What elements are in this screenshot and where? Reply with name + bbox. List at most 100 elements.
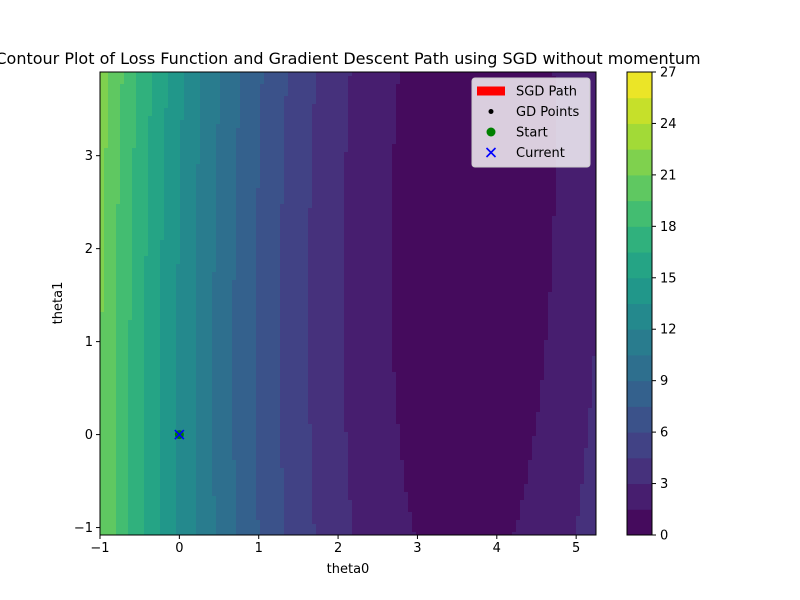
contour-cell bbox=[236, 324, 241, 329]
contour-cell bbox=[116, 460, 121, 465]
contour-cell bbox=[144, 488, 149, 493]
contour-cell bbox=[120, 380, 125, 385]
contour-cell bbox=[264, 248, 269, 253]
contour-cell bbox=[132, 332, 137, 337]
contour-cell bbox=[240, 444, 245, 449]
contour-cell bbox=[156, 308, 161, 313]
contour-cell bbox=[180, 424, 185, 429]
contour-cell bbox=[240, 292, 245, 297]
contour-cell bbox=[192, 168, 197, 173]
contour-cell bbox=[200, 212, 205, 217]
contour-cell bbox=[220, 404, 225, 409]
contour-cell bbox=[232, 292, 237, 297]
contour-cell bbox=[244, 396, 249, 401]
contour-cell bbox=[136, 400, 141, 405]
contour-cell bbox=[168, 300, 173, 305]
contour-cell bbox=[260, 212, 265, 217]
contour-cell bbox=[248, 88, 253, 93]
contour-cell bbox=[192, 312, 197, 317]
contour-cell bbox=[172, 292, 177, 297]
contour-cell bbox=[188, 296, 193, 301]
contour-cell bbox=[144, 180, 149, 185]
contour-cell bbox=[124, 296, 129, 301]
contour-cell bbox=[260, 180, 265, 185]
contour-cell bbox=[220, 304, 225, 309]
contour-cell bbox=[144, 168, 149, 173]
contour-cell bbox=[196, 452, 201, 457]
contour-cell bbox=[124, 516, 129, 521]
contour-cell bbox=[100, 468, 105, 473]
contour-cell bbox=[240, 164, 245, 169]
contour-cell bbox=[216, 240, 221, 245]
contour-cell bbox=[192, 324, 197, 329]
contour-cell bbox=[148, 520, 153, 525]
contour-cell bbox=[264, 252, 269, 257]
contour-cell bbox=[248, 228, 253, 233]
contour-cell bbox=[112, 280, 117, 285]
contour-cell bbox=[224, 180, 229, 185]
contour-cell bbox=[120, 280, 125, 285]
contour-cell bbox=[240, 240, 245, 245]
contour-cell bbox=[236, 408, 241, 413]
contour-cell bbox=[140, 184, 145, 189]
contour-cell bbox=[184, 404, 189, 409]
contour-cell bbox=[192, 396, 197, 401]
contour-cell bbox=[116, 192, 121, 197]
contour-cell bbox=[240, 264, 245, 269]
contour-cell bbox=[124, 376, 129, 381]
contour-cell bbox=[104, 292, 109, 297]
contour-cell bbox=[248, 260, 253, 265]
contour-cell bbox=[176, 312, 181, 317]
contour-cell bbox=[196, 216, 201, 221]
contour-cell bbox=[144, 408, 149, 413]
contour-cell bbox=[156, 400, 161, 405]
contour-cell bbox=[144, 308, 149, 313]
contour-cell bbox=[224, 432, 229, 437]
contour-cell bbox=[124, 328, 129, 333]
contour-cell bbox=[184, 152, 189, 157]
contour-cell bbox=[212, 172, 217, 177]
contour-cell bbox=[200, 460, 205, 465]
contour-cell bbox=[116, 180, 121, 185]
contour-cell bbox=[208, 296, 213, 301]
contour-cell bbox=[252, 272, 257, 277]
contour-cell bbox=[132, 116, 137, 121]
contour-cell bbox=[232, 336, 237, 341]
contour-cell bbox=[240, 412, 245, 417]
contour-cell bbox=[208, 176, 213, 181]
contour-cell bbox=[252, 332, 257, 337]
contour-cell bbox=[136, 348, 141, 353]
contour-cell bbox=[132, 412, 137, 417]
contour-cell bbox=[176, 140, 181, 145]
contour-cell bbox=[112, 320, 117, 325]
contour-cell bbox=[132, 192, 137, 197]
contour-cell bbox=[156, 380, 161, 385]
contour-cell bbox=[132, 276, 137, 281]
contour-cell bbox=[228, 532, 233, 535]
contour-cell bbox=[204, 236, 209, 241]
contour-cell bbox=[184, 508, 189, 513]
contour-cell bbox=[120, 116, 125, 121]
contour-cell bbox=[248, 436, 253, 441]
contour-cell bbox=[204, 156, 209, 161]
contour-cell bbox=[244, 220, 249, 225]
contour-cell bbox=[164, 88, 169, 93]
contour-cell bbox=[264, 388, 269, 393]
contour-cell bbox=[108, 244, 113, 249]
contour-cell bbox=[116, 140, 121, 145]
contour-cell bbox=[180, 440, 185, 445]
contour-cell bbox=[180, 100, 185, 105]
contour-cell bbox=[216, 248, 221, 253]
contour-cell bbox=[164, 168, 169, 173]
contour-cell bbox=[244, 528, 249, 533]
contour-cell bbox=[216, 92, 221, 97]
contour-cell bbox=[204, 320, 209, 325]
contour-cell bbox=[180, 272, 185, 277]
contour-cell bbox=[172, 444, 177, 449]
contour-cell bbox=[256, 208, 261, 213]
contour-cell bbox=[220, 436, 225, 441]
contour-cell bbox=[124, 460, 129, 465]
contour-cell bbox=[120, 244, 125, 249]
contour-cell bbox=[188, 328, 193, 333]
contour-cell bbox=[216, 260, 221, 265]
